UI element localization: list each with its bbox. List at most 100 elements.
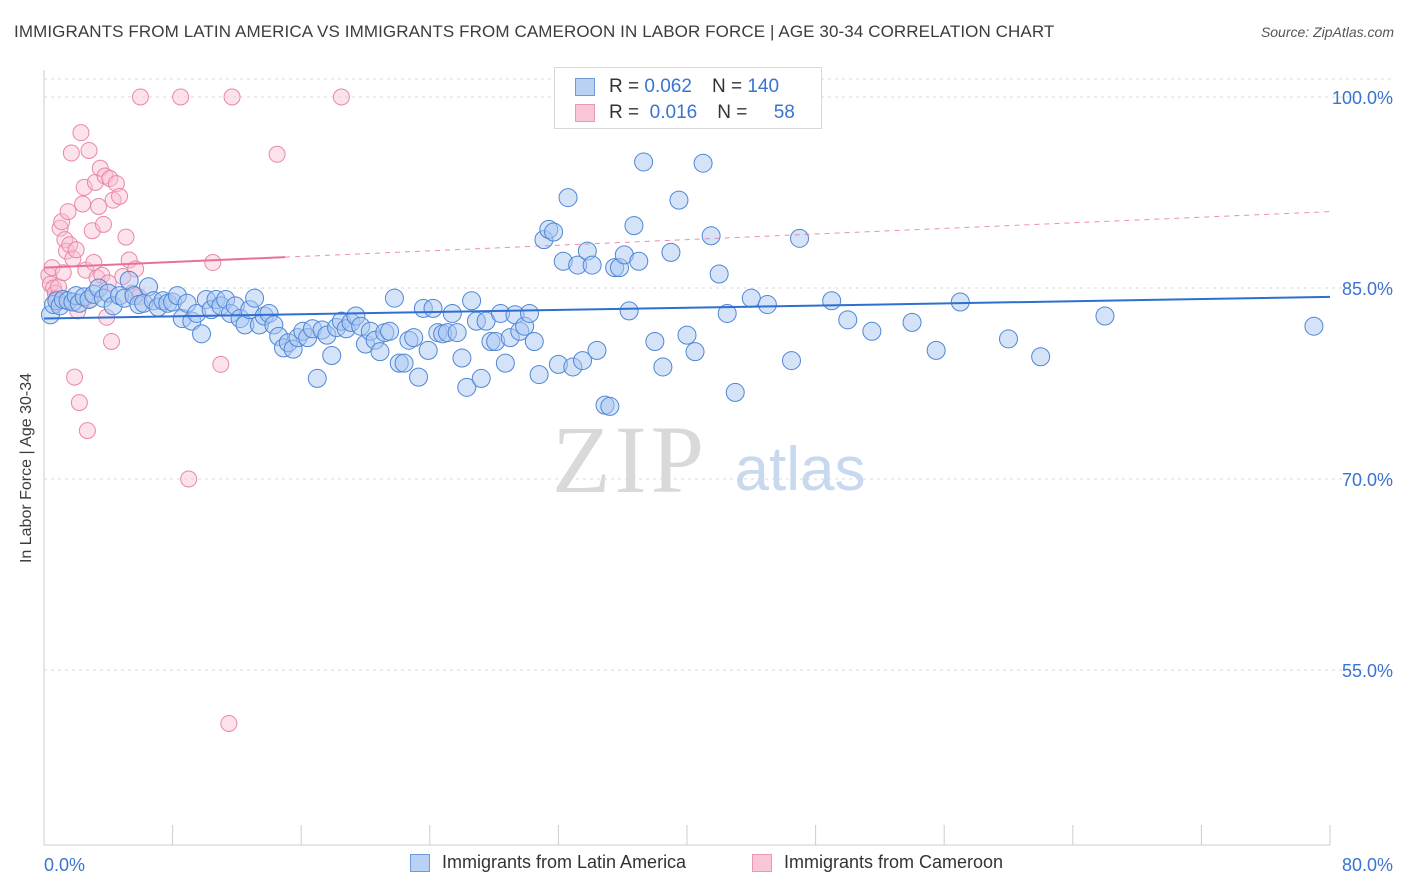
- gridlines: [44, 78, 1393, 671]
- data-point-latin-america: [790, 228, 810, 248]
- data-point-latin-america: [999, 329, 1018, 349]
- data-point-latin-america: [619, 301, 639, 321]
- data-point-cameroon: [54, 264, 72, 282]
- data-point-latin-america: [717, 303, 737, 323]
- watermark-zip: ZIP: [552, 406, 708, 513]
- trend-line-latin-america: [43, 295, 1331, 320]
- data-point-latin-america: [677, 325, 697, 345]
- trend-line-cameroon: [43, 256, 286, 269]
- bottom-legend-cameroon: Immigrants from Cameroon: [752, 852, 1003, 873]
- data-point-latin-america: [661, 242, 681, 262]
- data-point-latin-america: [519, 303, 539, 323]
- data-point-latin-america: [725, 382, 745, 402]
- data-point-cameroon: [223, 88, 241, 106]
- data-point-cameroon: [131, 88, 149, 106]
- y-tick-label: 55.0%: [1342, 661, 1393, 681]
- data-point-latin-america: [902, 312, 922, 332]
- data-point-cameroon: [67, 241, 85, 259]
- x-tick-label-max: 80.0%: [1342, 855, 1393, 875]
- data-point-latin-america: [471, 368, 491, 388]
- data-point-cameroon: [212, 355, 230, 373]
- data-point-latin-america: [495, 353, 515, 373]
- correlation-legend: R = 0.062 N = 140 R = 0.016 N = 58: [554, 67, 822, 129]
- legend-row-latin-america: R = 0.062 N = 140: [575, 75, 779, 99]
- legend-r-value: 0.016: [649, 102, 698, 123]
- data-point-latin-america: [418, 340, 438, 360]
- bottom-legend-label-latin-america: Immigrants from Latin America: [442, 852, 687, 872]
- data-point-cameroon: [78, 422, 96, 440]
- y-tick-labels: 55.0% 70.0% 85.0% 100.0%: [1332, 88, 1393, 681]
- data-point-cameroon: [53, 213, 71, 231]
- data-point-latin-america: [192, 324, 212, 344]
- data-point-latin-america: [634, 152, 654, 172]
- data-point-latin-america: [781, 351, 801, 371]
- data-point-latin-america: [629, 251, 649, 271]
- data-point-cameroon: [268, 145, 286, 163]
- legend-n-label: N =: [717, 102, 748, 123]
- data-point-cameroon: [72, 124, 90, 142]
- data-point-latin-america: [838, 310, 858, 330]
- data-point-latin-america: [701, 226, 721, 246]
- data-point-latin-america: [524, 331, 544, 351]
- x-tick-label-min: 0.0%: [44, 855, 85, 875]
- data-point-cameroon: [62, 144, 80, 162]
- data-point-latin-america: [582, 255, 602, 275]
- source-label: Source: ZipAtlas.com: [1260, 24, 1394, 40]
- data-point-latin-america: [447, 323, 467, 343]
- data-point-latin-america: [462, 291, 482, 311]
- data-point-latin-america: [1031, 347, 1051, 367]
- data-point-latin-america: [573, 351, 593, 371]
- data-point-cameroon: [220, 714, 238, 732]
- legend-swatch-latin-america: [575, 78, 595, 96]
- legend-swatch-cameroon: [575, 104, 595, 122]
- data-point-latin-america: [669, 190, 689, 210]
- legend-n-value: 140: [747, 76, 780, 97]
- series-latin-america-points: [40, 152, 1324, 416]
- data-point-latin-america: [600, 396, 620, 416]
- watermark-atlas: atlas: [735, 435, 866, 504]
- data-point-cameroon: [80, 141, 98, 159]
- bottom-legend-latin-america: Immigrants from Latin America: [410, 852, 686, 873]
- bottom-legend-label-cameroon: Immigrants from Cameroon: [784, 852, 1004, 872]
- data-point-latin-america: [741, 288, 761, 308]
- data-point-latin-america: [529, 365, 549, 385]
- data-point-latin-america: [822, 291, 842, 311]
- chart-title: IMMIGRANTS FROM LATIN AMERICA VS IMMIGRA…: [14, 22, 1055, 41]
- legend-r-value: 0.062: [644, 76, 692, 97]
- data-point-latin-america: [587, 340, 607, 360]
- bottom-legend-swatch-cameroon: [752, 853, 772, 872]
- legend-n-value: 58: [773, 102, 795, 123]
- trend-line-cameroon-extension: [285, 211, 1331, 258]
- y-tick-label: 100.0%: [1332, 88, 1393, 108]
- data-point-cameroon: [94, 215, 112, 233]
- legend-n-label: N =: [711, 76, 743, 97]
- data-point-cameroon: [75, 178, 93, 196]
- data-point-latin-america: [452, 348, 472, 368]
- axes: [43, 70, 1331, 846]
- data-point-cameroon: [180, 470, 198, 488]
- data-point-latin-america: [394, 353, 414, 373]
- data-point-latin-america: [624, 216, 644, 236]
- data-point-cameroon: [90, 198, 108, 216]
- data-point-latin-america: [558, 188, 578, 208]
- data-point-latin-america: [709, 264, 729, 284]
- data-point-latin-america: [862, 321, 882, 341]
- data-point-latin-america: [693, 153, 713, 173]
- data-point-latin-america: [757, 295, 777, 315]
- data-point-latin-america: [926, 340, 946, 360]
- data-point-latin-america: [653, 357, 673, 377]
- data-point-latin-america: [384, 288, 404, 308]
- data-point-cameroon: [111, 187, 129, 205]
- data-point-latin-america: [457, 377, 477, 397]
- legend-r-label: R =: [609, 102, 640, 123]
- data-point-latin-america: [404, 328, 424, 348]
- data-point-cameroon: [172, 88, 190, 106]
- data-point-latin-america: [442, 303, 462, 323]
- data-point-latin-america: [322, 345, 342, 365]
- data-point-cameroon: [70, 394, 88, 412]
- data-point-latin-america: [423, 298, 443, 318]
- data-point-cameroon: [117, 228, 135, 246]
- data-point-latin-america: [950, 292, 970, 312]
- trend-lines: [43, 211, 1331, 320]
- data-point-cameroon: [74, 195, 92, 213]
